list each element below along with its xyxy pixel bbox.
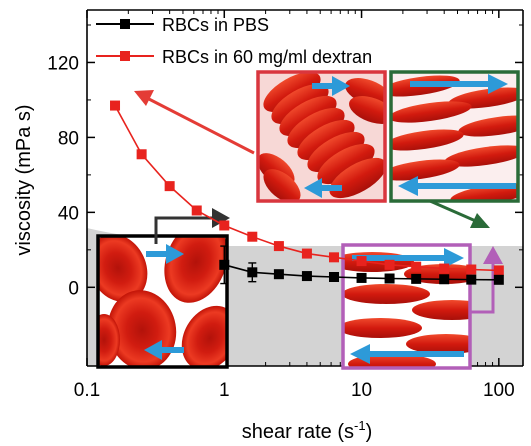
legend-label-dextran: RBCs in 60 mg/ml dextran [162,47,372,67]
legend-label-pbs: RBCs in PBS [162,15,269,35]
connector-arrow-pbs-low [154,208,230,244]
x-tick-label: 100 [483,380,515,401]
data-point [411,261,422,272]
y-axis-ticks: 0 40 80 120 [47,24,523,299]
connector-arrow-pbs-high [470,246,503,314]
rouleaux-inset [256,70,387,203]
y-tick-label: 0 [68,278,79,299]
data-point [301,271,312,282]
x-tick-label: 0.1 [74,380,100,401]
flow-arrow-icon [352,248,464,268]
data-point [110,100,121,111]
data-point [439,263,450,274]
data-point [136,149,147,160]
data-point [273,269,284,280]
data-point [384,259,395,270]
legend-entry-dextran: RBCs in 60 mg/ml dextran [96,47,372,67]
flow-arrow-icon [398,176,516,196]
connector-arrow-dextran-low [134,90,255,155]
data-point [466,264,477,275]
flow-arrow-icon [304,178,342,198]
x-axis-ticks: 0.1 1 10 100 [74,10,515,401]
data-point [247,231,258,242]
data-point [384,273,395,284]
data-point [493,274,504,285]
x-tick-label: 10 [351,380,372,401]
x-axis-label: shear rate (s-1) [242,418,373,443]
flow-arrow-icon [312,76,350,96]
x-tick-label: 1 [219,380,230,401]
series-pbs [219,245,504,285]
aligned-dextran-inset [389,70,520,203]
data-point [466,274,477,285]
data-point [356,272,367,283]
y-tick-label: 40 [58,203,79,224]
plot-frame [86,9,524,367]
y-tick-label: 80 [58,128,79,149]
data-point [247,267,258,278]
data-point [301,248,312,259]
data-point [329,252,340,263]
data-point [164,181,175,192]
data-point [219,259,230,270]
flow-arrow-icon [410,74,508,94]
flow-arrow-icon [350,344,464,364]
data-point [273,241,284,252]
y-axis-label: viscosity (mPa s) [13,104,35,255]
flow-arrow-icon [144,340,184,360]
connector-arrow-dextran-high [429,199,490,228]
flow-arrow-icon [146,244,184,264]
data-point [191,205,202,216]
legend: RBCs in PBS RBCs in 60 mg/ml dextran [96,15,372,67]
data-point [356,256,367,267]
data-point [329,272,340,282]
single-cells-inset [96,234,229,369]
data-point [219,220,230,231]
data-point [411,273,422,284]
aligned-pbs-inset [341,243,472,370]
data-point [439,274,450,285]
data-point [493,265,504,276]
y-tick-label: 120 [47,53,79,74]
legend-entry-pbs: RBCs in PBS [96,15,269,35]
series-dextran [110,100,504,276]
